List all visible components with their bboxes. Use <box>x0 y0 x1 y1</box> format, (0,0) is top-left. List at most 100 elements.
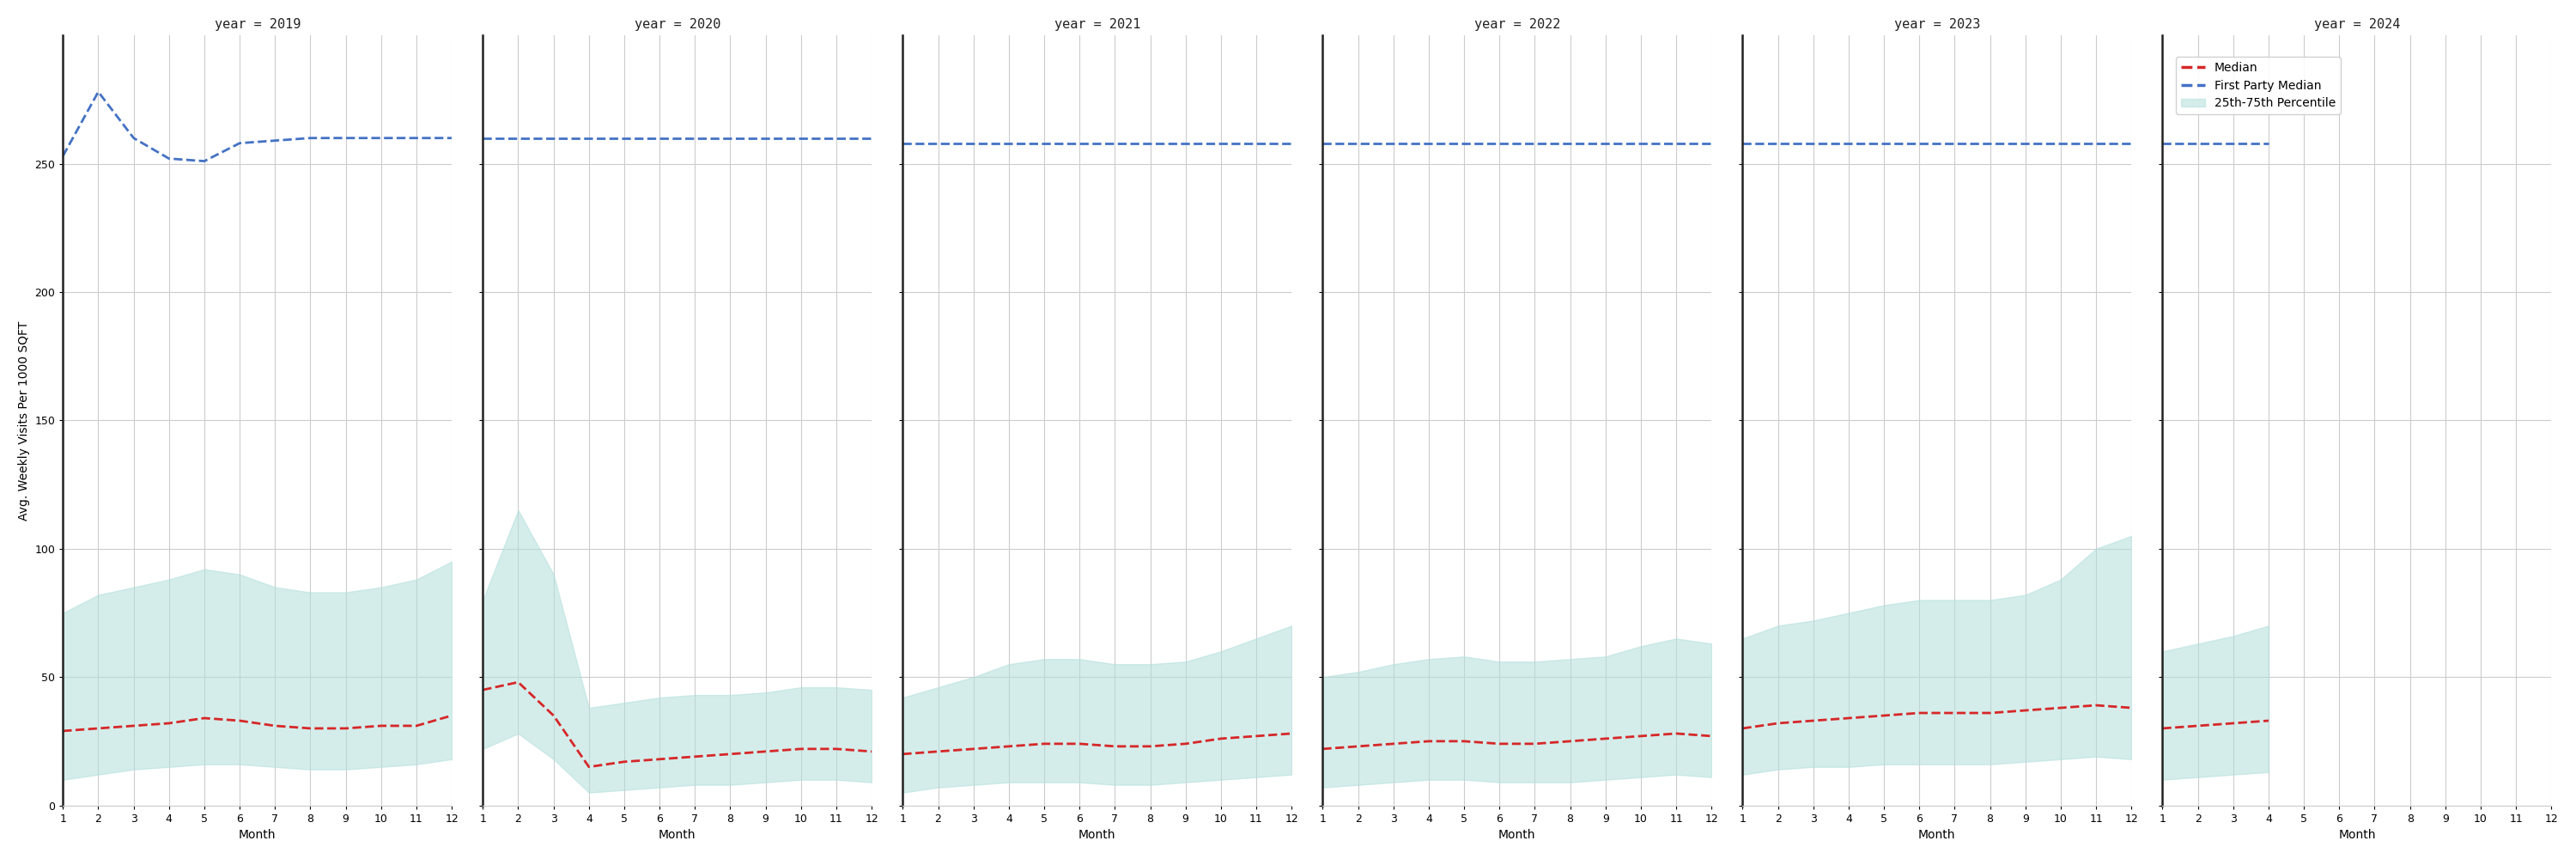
X-axis label: Month: Month <box>1919 829 1955 841</box>
Median <box>1556 736 1587 746</box>
First Party Median <box>644 133 675 143</box>
Median <box>714 749 744 759</box>
Median <box>2115 703 2146 713</box>
Median <box>822 744 853 754</box>
First Party Median <box>822 133 853 143</box>
Median <box>1904 708 1935 718</box>
X-axis label: Month: Month <box>240 829 276 841</box>
Line: Median: Median <box>1321 734 1710 749</box>
First Party Median <box>750 133 781 143</box>
First Party Median <box>1904 138 1935 149</box>
Title: year = 2019: year = 2019 <box>214 18 301 31</box>
Median <box>188 713 219 723</box>
First Party Median <box>786 133 817 143</box>
Median <box>644 754 675 765</box>
Median <box>750 746 781 757</box>
First Party Median <box>1589 138 1620 149</box>
First Party Median <box>1028 138 1059 149</box>
Median <box>608 757 639 767</box>
Median <box>574 762 605 772</box>
Median <box>402 721 433 731</box>
First Party Median <box>1762 138 1793 149</box>
First Party Median <box>260 136 291 146</box>
First Party Median <box>2254 138 2285 149</box>
Median <box>2045 703 2076 713</box>
X-axis label: Month: Month <box>2339 829 2375 841</box>
Median <box>366 721 397 731</box>
Median <box>1100 741 1131 752</box>
Line: Median: Median <box>902 734 1291 754</box>
First Party Median <box>46 151 77 161</box>
Median <box>82 723 113 734</box>
Median <box>958 744 989 754</box>
First Party Median <box>1625 138 1656 149</box>
Median <box>330 723 361 734</box>
First Party Median <box>1940 138 1971 149</box>
Median <box>2218 718 2249 728</box>
Median <box>1275 728 1306 739</box>
First Party Median <box>574 133 605 143</box>
Median <box>1834 713 1865 723</box>
Median <box>1695 731 1726 741</box>
First Party Median <box>366 133 397 143</box>
Line: First Party Median: First Party Median <box>62 92 451 161</box>
Median <box>1484 739 1515 749</box>
First Party Median <box>2045 138 2076 149</box>
Median <box>502 677 533 687</box>
First Party Median <box>1662 138 1692 149</box>
Median <box>1798 716 1829 726</box>
Median <box>680 752 711 762</box>
Median <box>1064 739 1095 749</box>
Y-axis label: Avg. Weekly Visits Per 1000 SQFT: Avg. Weekly Visits Per 1000 SQFT <box>18 320 31 520</box>
First Party Median <box>538 133 569 143</box>
Median <box>1726 723 1757 734</box>
First Party Median <box>1484 138 1515 149</box>
First Party Median <box>922 138 953 149</box>
Median <box>538 710 569 721</box>
Median <box>786 744 817 754</box>
Median <box>1242 731 1273 741</box>
First Party Median <box>855 133 886 143</box>
Title: year = 2023: year = 2023 <box>1893 18 1981 31</box>
Title: year = 2022: year = 2022 <box>1473 18 1561 31</box>
First Party Median <box>994 138 1025 149</box>
First Party Median <box>1064 138 1095 149</box>
Median <box>1589 734 1620 744</box>
Median <box>1342 741 1373 752</box>
First Party Median <box>608 133 639 143</box>
First Party Median <box>958 138 989 149</box>
First Party Median <box>1206 138 1236 149</box>
First Party Median <box>1342 138 1373 149</box>
Legend: Median, First Party Median, 25th-75th Percentile: Median, First Party Median, 25th-75th Pe… <box>2177 57 2342 114</box>
X-axis label: Month: Month <box>1079 829 1115 841</box>
First Party Median <box>118 133 149 143</box>
First Party Median <box>1726 138 1757 149</box>
Median <box>1520 739 1551 749</box>
First Party Median <box>1242 138 1273 149</box>
First Party Median <box>1170 138 1200 149</box>
First Party Median <box>2081 138 2112 149</box>
Median <box>1170 739 1200 749</box>
Median <box>1448 736 1479 746</box>
Median <box>1028 739 1059 749</box>
First Party Median <box>2182 138 2213 149</box>
First Party Median <box>82 87 113 97</box>
First Party Median <box>1695 138 1726 149</box>
First Party Median <box>466 133 497 143</box>
Median <box>294 723 325 734</box>
Median <box>2081 700 2112 710</box>
First Party Median <box>402 133 433 143</box>
Title: year = 2021: year = 2021 <box>1054 18 1141 31</box>
Median <box>155 718 185 728</box>
Median <box>224 716 255 726</box>
Line: Median: Median <box>2161 721 2269 728</box>
First Party Median <box>1834 138 1865 149</box>
Median <box>1662 728 1692 739</box>
First Party Median <box>1448 138 1479 149</box>
Median <box>1940 708 1971 718</box>
First Party Median <box>188 156 219 167</box>
First Party Median <box>1556 138 1587 149</box>
First Party Median <box>1136 138 1167 149</box>
Median <box>1414 736 1445 746</box>
Median <box>1306 744 1337 754</box>
